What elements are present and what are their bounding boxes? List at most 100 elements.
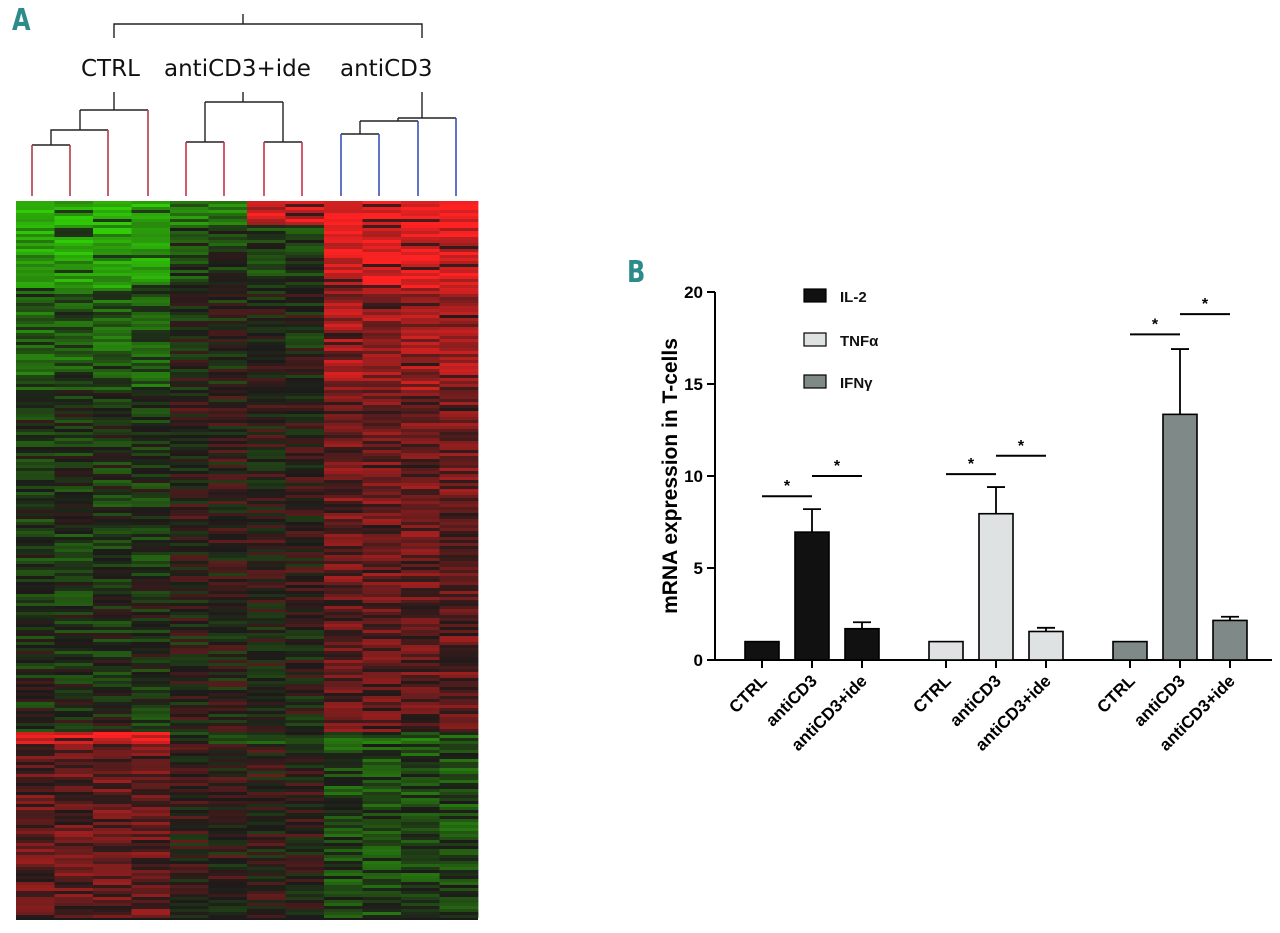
significance-star: * (968, 456, 975, 473)
heatmap-cell (54, 261, 94, 264)
heatmap-cell (401, 555, 440, 558)
heatmap-cell (54, 354, 94, 357)
heatmap-cell (93, 903, 132, 906)
heatmap-cell (439, 519, 479, 522)
heatmap-cell (439, 639, 479, 642)
heatmap-cell (16, 675, 55, 678)
heatmap-cell (16, 498, 55, 501)
heatmap-cell (131, 498, 171, 501)
heatmap-cell (324, 750, 363, 753)
heatmap-cell (401, 525, 440, 528)
heatmap-cell (401, 459, 440, 462)
heatmap-cell (362, 240, 402, 243)
heatmap-cell (208, 540, 248, 543)
heatmap-cell (208, 717, 248, 720)
heatmap-cell (285, 372, 325, 375)
heatmap-cell (247, 783, 286, 786)
heatmap-cell (16, 699, 55, 702)
heatmap-cell (247, 549, 286, 552)
heatmap-cell (170, 630, 209, 633)
heatmap-cell (362, 891, 402, 894)
heatmap-cell (131, 699, 171, 702)
heatmap-cell (401, 894, 440, 897)
heatmap-cell (54, 237, 94, 240)
heatmap-cell (93, 834, 132, 837)
heatmap-cell (93, 732, 132, 735)
heatmap-cell (362, 318, 402, 321)
heatmap-cell (131, 603, 171, 606)
heatmap-cell (439, 318, 479, 321)
heatmap-cell (93, 606, 132, 609)
heatmap-cell (93, 228, 132, 231)
heatmap-cell (131, 705, 171, 708)
heatmap-cell (324, 228, 363, 231)
heatmap-cell (93, 357, 132, 360)
heatmap-cell (439, 771, 479, 774)
heatmap-cell (401, 885, 440, 888)
heatmap-cell (285, 273, 325, 276)
heatmap-cell (208, 459, 248, 462)
heatmap-cell (54, 585, 94, 588)
heatmap-cell (54, 462, 94, 465)
heatmap-cell (324, 360, 363, 363)
heatmap-cell (439, 396, 479, 399)
heatmap-cell (170, 747, 209, 750)
heatmap-cell (247, 900, 286, 903)
heatmap-cell (208, 483, 248, 486)
heatmap-cell (439, 300, 479, 303)
heatmap-cell (285, 423, 325, 426)
heatmap-cell (285, 867, 325, 870)
heatmap-cell (131, 408, 171, 411)
heatmap-cell (131, 420, 171, 423)
heatmap-cell (247, 636, 286, 639)
heatmap-cell (439, 483, 479, 486)
heatmap-cell (285, 321, 325, 324)
heatmap-cell (131, 828, 171, 831)
heatmap-cell (324, 567, 363, 570)
heatmap-cell (170, 417, 209, 420)
heatmap-cell (93, 801, 132, 804)
heatmap-cell (324, 852, 363, 855)
heatmap-cell (285, 735, 325, 738)
heatmap-cell (16, 510, 55, 513)
heatmap-cell (247, 423, 286, 426)
heatmap-cell (439, 321, 479, 324)
heatmap-cell (93, 267, 132, 270)
heatmap-cell (285, 678, 325, 681)
heatmap-cell (362, 762, 402, 765)
heatmap-cell (285, 285, 325, 288)
heatmap-cell (362, 756, 402, 759)
heatmap-cell (247, 750, 286, 753)
heatmap-cell (285, 318, 325, 321)
heatmap-cell (170, 447, 209, 450)
heatmap-cell (170, 807, 209, 810)
heatmap-cell (362, 336, 402, 339)
heatmap-cell (247, 762, 286, 765)
heatmap-cell (324, 579, 363, 582)
heatmap-cell (16, 705, 55, 708)
heatmap-cell (170, 672, 209, 675)
heatmap-cell (324, 792, 363, 795)
heatmap-cell (401, 702, 440, 705)
heatmap-cell (401, 843, 440, 846)
heatmap-cell (285, 816, 325, 819)
heatmap-cell (247, 729, 286, 732)
heatmap-cell (401, 858, 440, 861)
heatmap-cell (362, 771, 402, 774)
heatmap-cell (439, 471, 479, 474)
heatmap-cell (439, 348, 479, 351)
heatmap-cell (170, 759, 209, 762)
heatmap-cell (439, 642, 479, 645)
heatmap-cell (324, 723, 363, 726)
heatmap-cell (247, 597, 286, 600)
heatmap-cell (362, 315, 402, 318)
heatmap-cell (247, 909, 286, 912)
heatmap-cell (131, 390, 171, 393)
heatmap-cell (208, 729, 248, 732)
heatmap-cell (401, 201, 440, 204)
heatmap-cell (324, 399, 363, 402)
heatmap-cell (131, 621, 171, 624)
heatmap-cell (131, 477, 171, 480)
heatmap-cell (439, 840, 479, 843)
heatmap-cell (208, 741, 248, 744)
